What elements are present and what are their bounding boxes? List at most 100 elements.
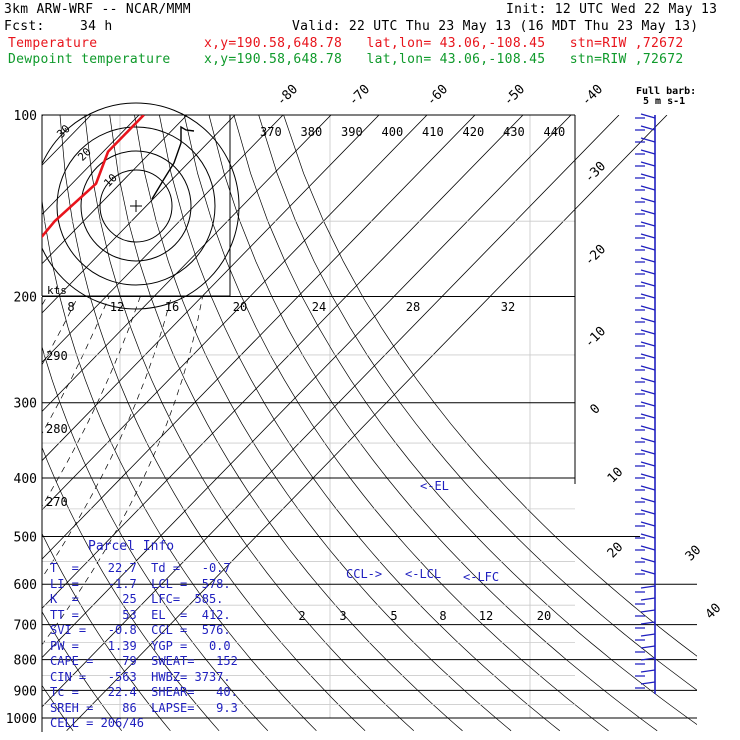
wind-barb	[635, 353, 656, 359]
dry-adiabat	[42, 345, 269, 732]
wind-barb	[635, 149, 656, 155]
parcel-info-row: TT = 53 EL = 412.	[50, 607, 231, 622]
parcel-info-row: SREH = 86 LAPSE= 9.3	[50, 700, 238, 715]
wind-barb	[635, 389, 656, 395]
isotherm	[42, 115, 428, 511]
speed-label: 24	[312, 300, 326, 314]
dry-adiabat	[42, 446, 220, 732]
forecast-hour: 34 h	[80, 19, 113, 34]
wind-barb	[635, 161, 656, 167]
theta-label: 430	[503, 125, 525, 139]
dewpoint-location: x,y=190.58,648.78 lat,lon= 43.06,-108.45…	[204, 52, 684, 67]
pressure-tick-label: 1000	[6, 712, 37, 727]
level-annotation: <-EL	[420, 479, 449, 493]
wind-barb	[635, 197, 656, 203]
hodograph-ring-label: 20	[75, 145, 94, 164]
wind-barb	[635, 461, 656, 467]
speed-label: 32	[501, 300, 515, 314]
dry-adiabat	[183, 115, 609, 732]
wind-barb	[635, 425, 656, 431]
parcel-info-row: CELL = 206/46	[50, 716, 144, 730]
wind-barb	[635, 621, 656, 629]
wind-barb	[635, 173, 656, 179]
wind-barb	[635, 269, 656, 275]
isotherm	[42, 115, 620, 708]
pressure-tick-label: 200	[14, 291, 37, 306]
forecast-label: Fcst:	[4, 19, 45, 34]
pressure-tick-label: 100	[14, 109, 37, 124]
wind-barb	[635, 669, 656, 677]
isotherm	[42, 115, 476, 560]
wind-barb	[635, 317, 656, 323]
dewpoint-legend: Dewpoint temperature	[8, 52, 171, 67]
speed-label: 28	[406, 300, 420, 314]
wind-barb	[635, 437, 656, 443]
valid-time: Valid: 22 UTC Thu 23 May 13 (16 MDT Thu …	[292, 19, 699, 34]
wind-barb	[635, 305, 656, 311]
wind-barb	[635, 585, 656, 593]
dry-adiabat	[42, 611, 122, 732]
mixing-ratio-label: 20	[537, 609, 551, 623]
wind-barb	[635, 449, 656, 455]
isotherm-label: -80	[274, 82, 301, 109]
thetaw-label: 280	[46, 422, 68, 436]
isotherm	[66, 115, 668, 732]
pressure-tick-label: 900	[14, 684, 37, 699]
wind-barb	[635, 509, 656, 515]
parcel-info-row: Tc = 22.4 SHEAR= 40.	[50, 685, 238, 699]
isotherm-label: 30	[683, 543, 705, 565]
wind-barb	[635, 633, 656, 641]
isotherm-label: -60	[424, 82, 451, 109]
parcel-info-row: CAPE = 79 SWEAT= 152	[50, 654, 238, 668]
hodograph-units: kts	[47, 284, 67, 297]
hodograph-ring	[56, 126, 216, 286]
wind-barb	[635, 657, 656, 665]
isotherm	[42, 115, 572, 659]
init-time: Init: 12 UTC Wed 22 May 13	[506, 2, 718, 17]
level-annotation: CCL->	[346, 567, 382, 581]
isotherm-label: -20	[582, 242, 609, 269]
wind-barb	[635, 557, 656, 563]
speed-label: 12	[110, 300, 124, 314]
wind-barb	[635, 521, 656, 527]
dry-adiabat	[59, 115, 366, 732]
wind-barb	[635, 341, 656, 347]
level-annotation: <-LFC	[463, 570, 499, 584]
isotherm	[42, 115, 236, 314]
temperature-legend: Temperature	[8, 36, 98, 51]
chart-header: 3km ARW-WRF -- NCAR/MMM Init: 12 UTC Wed…	[0, 0, 740, 70]
isotherm-label: 0	[587, 401, 603, 417]
pressure-tick-label: 800	[14, 654, 37, 669]
theta-label: 420	[463, 125, 485, 139]
theta-label: 380	[301, 125, 323, 139]
isotherm	[42, 115, 524, 609]
isotherm	[42, 115, 332, 412]
hodograph-ring	[99, 169, 173, 243]
wind-barb	[635, 329, 656, 335]
pressure-tick-label: 500	[14, 530, 37, 545]
dry-adiabat	[42, 684, 74, 732]
parcel-info-panel: Parcel Info T = 22.7 Td = -0.7 LI = -1.7 …	[44, 537, 240, 737]
dry-adiabat	[233, 115, 697, 725]
wind-barb	[635, 137, 656, 143]
dry-adiabat	[84, 115, 415, 732]
pressure-tick-label: 400	[14, 472, 37, 487]
dry-adiabat	[42, 197, 317, 732]
wind-barb	[635, 497, 656, 503]
theta-label: 410	[422, 125, 444, 139]
hodograph-trace	[151, 125, 195, 200]
wind-barb	[635, 221, 656, 227]
temperature-location: x,y=190.58,648.78 lat,lon= 43.06,-108.45…	[204, 36, 684, 51]
wind-barb	[635, 209, 656, 215]
isotherm-label: -70	[346, 82, 373, 109]
wind-barb	[635, 485, 656, 491]
temperature-trace	[42, 115, 145, 239]
speed-label: 8	[67, 300, 74, 314]
parcel-info-row: T = 22.7 Td = -0.7	[50, 561, 231, 575]
wind-barb	[635, 257, 656, 263]
hodograph-ring	[80, 150, 192, 262]
theta-label: 400	[382, 125, 404, 139]
wind-barb	[635, 245, 656, 251]
